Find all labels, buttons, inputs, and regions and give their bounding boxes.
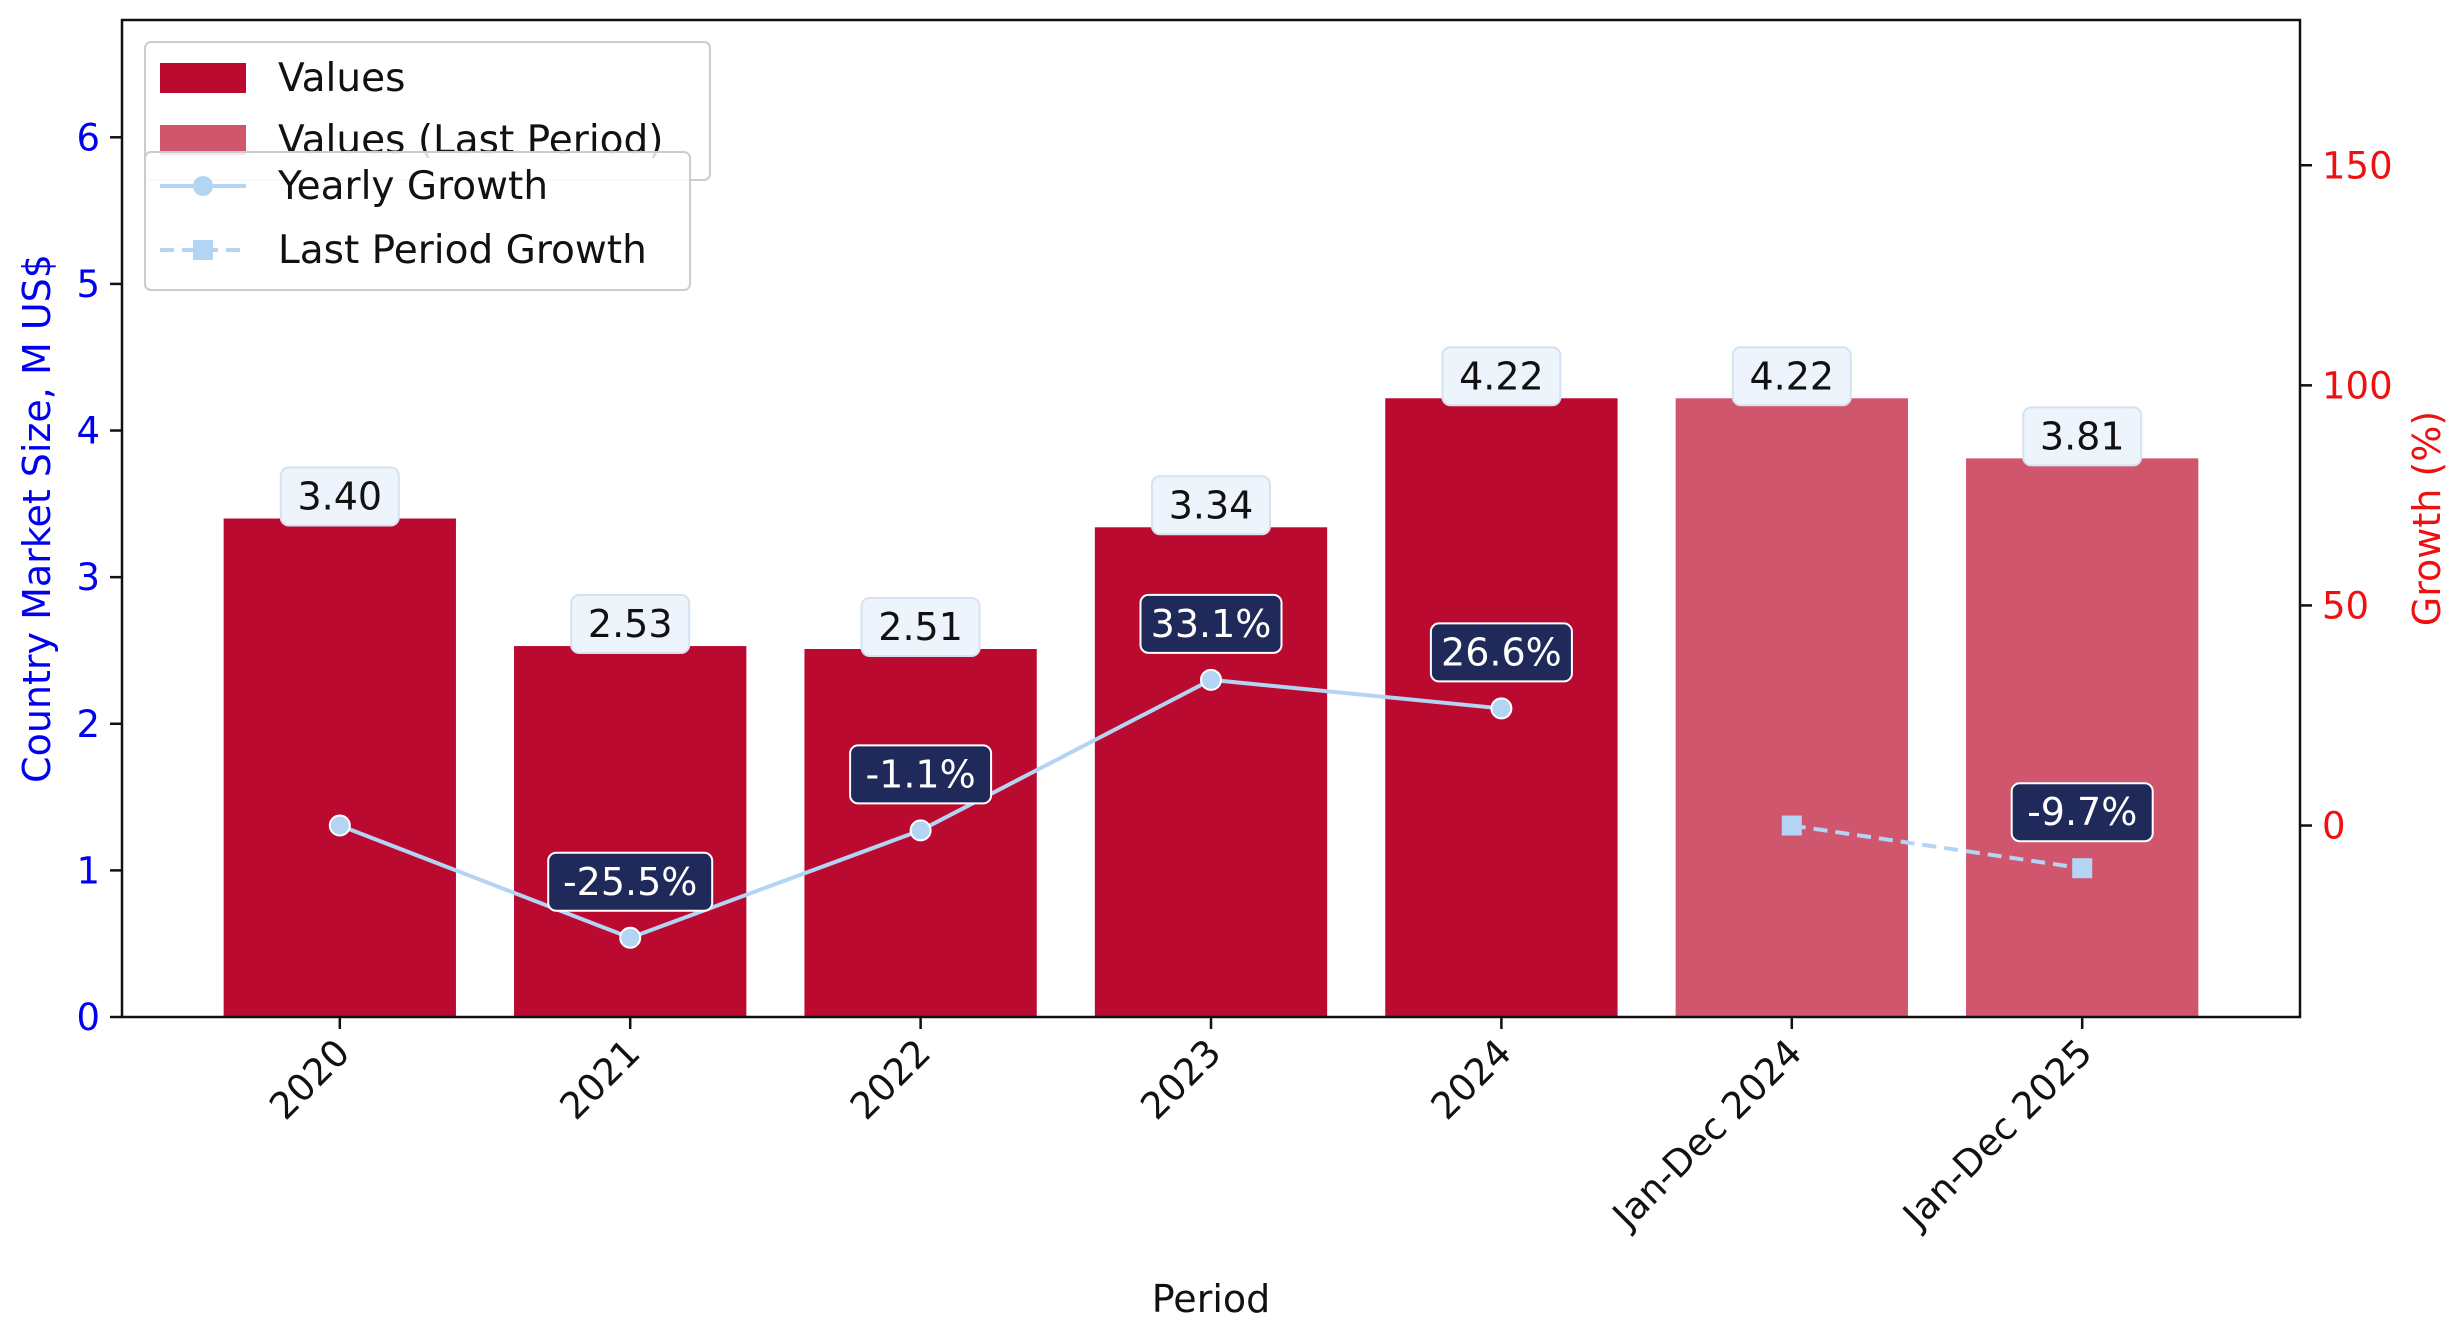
- bar-value-label: 2.53: [588, 602, 673, 646]
- bar-value-label-box: [1151, 475, 1271, 536]
- bar-2020: [223, 518, 456, 1017]
- bar-value-label-box: [1441, 346, 1562, 407]
- bar-value-label: 2.51: [878, 605, 963, 649]
- growth-point: [1490, 697, 1513, 720]
- bar-2021: [514, 646, 747, 1017]
- growth-point: [619, 926, 642, 949]
- growth-value-label: -1.1%: [865, 752, 975, 796]
- bar-value-label: 4.22: [1459, 354, 1544, 398]
- growth-point: [1200, 668, 1222, 691]
- growth-value-label-box: [1429, 622, 1573, 683]
- legend-label-values: Values: [278, 56, 405, 101]
- left-tick-label: 4: [76, 410, 100, 453]
- bar-jan-dec-2025: [1966, 458, 2199, 1017]
- legend-label-yearly-growth: Yearly Growth: [277, 164, 548, 209]
- bar-value-label: 3.81: [2040, 414, 2125, 458]
- x-tick-label: Jan-Dec 2024: [1603, 1031, 1810, 1238]
- x-tick-label: 2021: [552, 1031, 649, 1128]
- x-tick-label: 2022: [842, 1031, 939, 1128]
- growth-value-label: 26.6%: [1441, 630, 1562, 674]
- bar-value-label: 4.22: [1749, 354, 1834, 398]
- growth-point: [328, 814, 351, 837]
- left-tick-label: 3: [76, 556, 100, 599]
- growth-value-label: 33.1%: [1151, 602, 1272, 646]
- right-tick-label: 0: [2322, 805, 2346, 848]
- bar-value-label-box: [570, 594, 691, 655]
- bar-jan-dec-2024: [1675, 398, 1908, 1017]
- bar-value-label-box: [2022, 406, 2143, 467]
- growth-value-label: -9.7%: [2027, 790, 2137, 834]
- bar-value-label: 3.34: [1169, 483, 1254, 527]
- growth-value-label-box: [849, 744, 993, 805]
- last-period-growth-line: [1791, 823, 2083, 871]
- growth-point: [909, 819, 932, 842]
- growth-value-label-box: [2010, 782, 2154, 843]
- legend-label-last-period-growth: Last Period Growth: [278, 228, 647, 273]
- bar-value-label-box: [1731, 346, 1852, 407]
- left-tick-label: 0: [76, 996, 100, 1039]
- growth-value-label-box: [1139, 593, 1283, 654]
- right-tick-label: 150: [2322, 144, 2393, 187]
- bar-value-label: 3.40: [297, 475, 382, 519]
- legend-swatch-values: [160, 63, 246, 93]
- left-axis-title: Country Market Size, M US$: [15, 254, 59, 783]
- left-tick-label: 5: [76, 263, 100, 306]
- left-tick-label: 6: [76, 116, 100, 159]
- growth-value-label: -25.5%: [563, 860, 697, 904]
- x-tick-label: 2024: [1423, 1031, 1520, 1128]
- right-tick-label: 100: [2322, 364, 2393, 407]
- x-tick-label: 2023: [1132, 1031, 1229, 1128]
- left-tick-label: 2: [76, 703, 100, 746]
- x-axis-title: Period: [1152, 1277, 1271, 1321]
- legend-lines: [144, 151, 691, 291]
- legend-swatch-last-period: [160, 125, 246, 155]
- growth-point: [2072, 858, 2093, 879]
- x-tick-label: Jan-Dec 2025: [1893, 1031, 2100, 1238]
- growth-point: [1781, 815, 1802, 836]
- legend-marker-last-period: [193, 240, 213, 260]
- bar-value-label-box: [860, 596, 981, 657]
- growth-value-label-box: [547, 851, 714, 912]
- legend-marker-yearly: [193, 176, 213, 196]
- right-tick-label: 50: [2322, 584, 2369, 627]
- right-axis-title: Growth (%): [2405, 411, 2449, 626]
- x-tick-label: 2020: [261, 1031, 358, 1128]
- bar-value-label-box: [279, 466, 400, 527]
- left-tick-label: 1: [76, 849, 100, 892]
